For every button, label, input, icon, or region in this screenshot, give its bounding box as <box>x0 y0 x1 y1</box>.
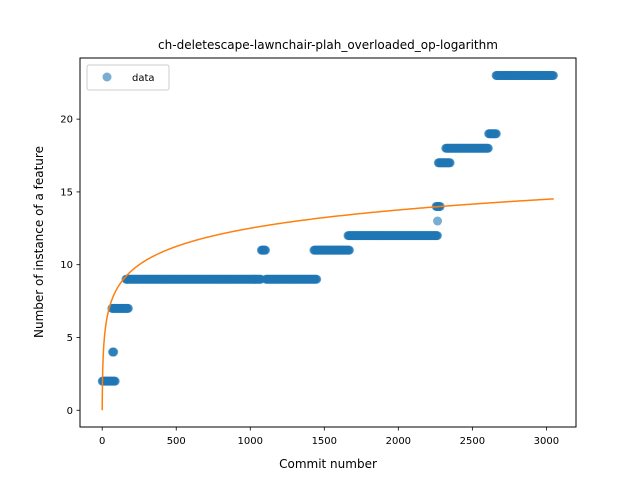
y-axis: 0 5 10 15 20 <box>60 115 80 417</box>
axes-frame <box>79 57 577 428</box>
plot-area <box>97 70 558 411</box>
fit-line <box>101 198 554 411</box>
y-tick-label: 5 <box>67 333 73 344</box>
data-point <box>344 245 354 255</box>
x-tick-label: 0 <box>99 436 105 447</box>
legend-box <box>86 64 170 91</box>
data-point <box>110 376 120 386</box>
y-tick-label: 10 <box>60 260 73 271</box>
data-point <box>433 216 443 226</box>
data-point <box>261 245 271 255</box>
x-tick-label: 3000 <box>534 436 559 447</box>
data-point <box>312 274 322 284</box>
x-tick-label: 1000 <box>238 436 263 447</box>
data-point <box>548 70 558 80</box>
legend-marker-data <box>102 72 112 82</box>
data-point <box>123 303 133 313</box>
chart-title: ch-deletescape-lawnchair-plah_overloaded… <box>158 38 498 52</box>
y-tick-label: 0 <box>67 406 73 417</box>
y-tick-label: 20 <box>60 115 73 126</box>
y-tick-label: 15 <box>60 187 73 198</box>
data-point <box>445 158 455 168</box>
legend-label-data: data <box>132 73 155 84</box>
legend: data <box>86 64 170 91</box>
x-axis: 0 500 1000 1500 2000 2500 3000 <box>99 427 559 447</box>
x-tick-label: 500 <box>167 436 186 447</box>
data-point <box>483 143 493 153</box>
x-tick-label: 1500 <box>312 436 337 447</box>
y-axis-label: Number of instance of a feature <box>32 146 46 338</box>
data-point <box>491 129 501 139</box>
x-tick-label: 2000 <box>386 436 411 447</box>
x-axis-label: Commit number <box>279 457 377 471</box>
data-point <box>432 231 442 241</box>
x-tick-label: 2500 <box>460 436 485 447</box>
data-point <box>109 347 119 357</box>
